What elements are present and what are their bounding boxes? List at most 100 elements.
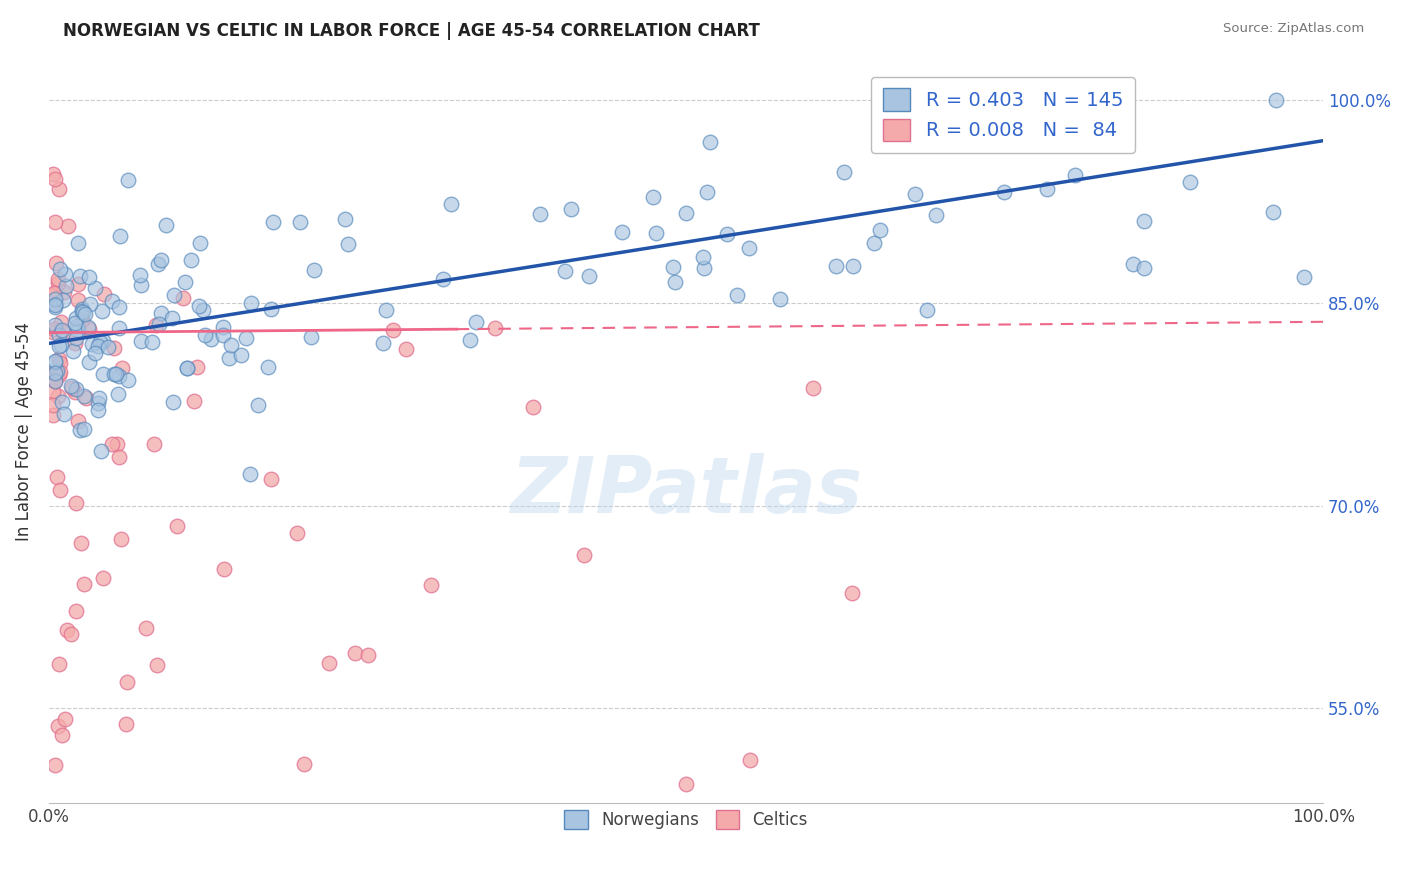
Point — [52, 285, 75, 299]
Point — [91, 367, 114, 381]
Point — [93, 287, 115, 301]
Point — [42, 366, 65, 380]
Point — [79, 355, 101, 369]
Point — [1133, 260, 1156, 275]
Point — [42, 322, 65, 336]
Point — [89, 392, 111, 406]
Point — [42, 399, 65, 413]
Point — [65, 382, 87, 396]
Point — [115, 675, 138, 690]
Point — [262, 214, 284, 228]
Point — [841, 585, 863, 599]
Point — [211, 320, 233, 334]
Point — [145, 318, 167, 333]
Point — [318, 656, 340, 670]
Point — [304, 263, 326, 277]
Point — [257, 359, 280, 374]
Point — [97, 340, 120, 354]
Point — [725, 288, 748, 302]
Point — [46, 271, 69, 285]
Point — [1035, 182, 1057, 196]
Point — [148, 317, 170, 331]
Point — [129, 334, 152, 348]
Point — [46, 388, 69, 402]
Point — [67, 414, 90, 428]
Point — [172, 291, 194, 305]
Point — [48, 182, 70, 196]
Point — [554, 264, 576, 278]
Point — [42, 167, 65, 181]
Point — [87, 396, 110, 410]
Point — [174, 276, 197, 290]
Point — [103, 341, 125, 355]
Point — [73, 307, 96, 321]
Point — [675, 205, 697, 219]
Point — [53, 325, 76, 339]
Legend: Norwegians, Celtics: Norwegians, Celtics — [558, 803, 814, 836]
Point — [44, 353, 66, 368]
Point — [115, 717, 138, 731]
Point — [67, 277, 90, 291]
Point — [66, 235, 89, 250]
Point — [55, 267, 77, 281]
Point — [73, 577, 96, 591]
Point — [107, 450, 129, 464]
Point — [1261, 205, 1284, 219]
Point — [82, 337, 104, 351]
Point — [49, 483, 72, 497]
Point — [993, 185, 1015, 199]
Point — [90, 444, 112, 458]
Point — [963, 132, 986, 146]
Point — [52, 293, 75, 308]
Text: ZIPatlas: ZIPatlas — [510, 453, 862, 529]
Point — [108, 301, 131, 315]
Point — [110, 532, 132, 546]
Point — [89, 334, 111, 349]
Point — [212, 562, 235, 576]
Point — [160, 310, 183, 325]
Point — [53, 712, 76, 726]
Point — [117, 373, 139, 387]
Point — [44, 292, 66, 306]
Point — [176, 361, 198, 376]
Point — [356, 648, 378, 662]
Point — [45, 469, 67, 483]
Point — [65, 604, 87, 618]
Point — [107, 321, 129, 335]
Point — [146, 257, 169, 271]
Point — [335, 212, 357, 227]
Point — [247, 398, 270, 412]
Point — [662, 260, 685, 275]
Point — [65, 496, 87, 510]
Point — [56, 219, 79, 233]
Point — [522, 400, 544, 414]
Point — [664, 275, 686, 289]
Point — [842, 259, 865, 273]
Point — [128, 268, 150, 282]
Point — [49, 365, 72, 379]
Point — [44, 355, 66, 369]
Point — [186, 360, 208, 375]
Text: NORWEGIAN VS CELTIC IN LABOR FORCE | AGE 45-54 CORRELATION CHART: NORWEGIAN VS CELTIC IN LABOR FORCE | AGE… — [63, 22, 761, 40]
Point — [675, 777, 697, 791]
Point — [135, 621, 157, 635]
Point — [641, 190, 664, 204]
Point — [42, 384, 65, 398]
Point — [183, 394, 205, 409]
Point — [260, 302, 283, 317]
Point — [77, 269, 100, 284]
Point — [60, 379, 83, 393]
Point — [104, 368, 127, 382]
Point — [212, 328, 235, 343]
Point — [60, 381, 83, 395]
Point — [142, 437, 165, 451]
Point — [108, 229, 131, 244]
Point — [166, 518, 188, 533]
Point — [44, 287, 66, 301]
Text: Source: ZipAtlas.com: Source: ZipAtlas.com — [1223, 22, 1364, 36]
Point — [44, 215, 66, 229]
Point — [86, 339, 108, 353]
Point — [343, 646, 366, 660]
Point — [90, 304, 112, 318]
Y-axis label: In Labor Force | Age 45-54: In Labor Force | Age 45-54 — [15, 322, 32, 541]
